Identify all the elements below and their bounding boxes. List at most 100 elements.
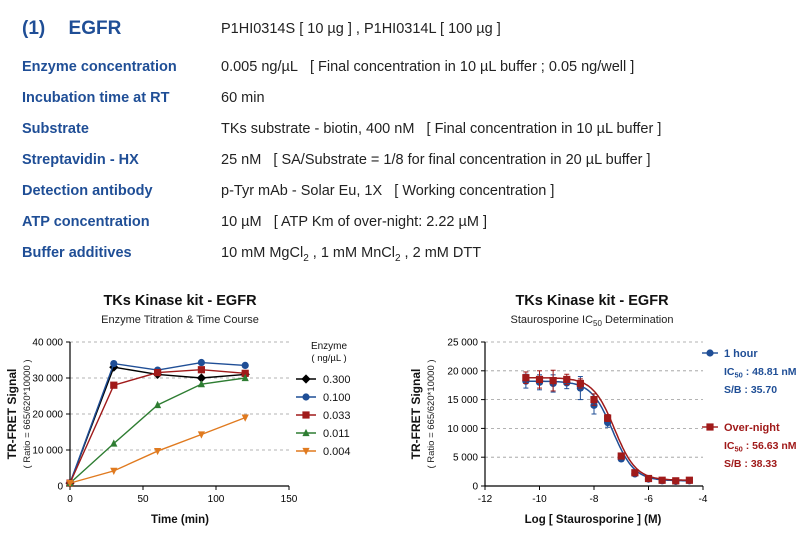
- legend-title: Enzyme: [311, 341, 348, 352]
- subscript-2: 2: [394, 252, 401, 264]
- data-point-0.100: [197, 358, 205, 367]
- data-point-Over-night: [631, 469, 639, 477]
- row-label-substrate: Substrate: [22, 121, 89, 137]
- data-point-0.011: [110, 439, 118, 447]
- legend-label: 0.033: [323, 410, 351, 422]
- data-point-Over-night: [535, 375, 544, 384]
- y-axis-sublabel: ( Ratio = 665/620*10000 ): [426, 359, 437, 468]
- fit-curve-Over-night: [525, 376, 688, 481]
- value-note: [ ATP Km of over-night: 2.22 µM ]: [273, 214, 488, 230]
- row-value-incubation-time: 60 min: [221, 90, 265, 106]
- x-tick-label: 100: [208, 494, 225, 505]
- value-main: 10 µM: [221, 214, 262, 230]
- row-label-detection-antibody: Detection antibody: [22, 183, 153, 199]
- y-tick-label: 30 000: [32, 374, 63, 385]
- data-point-Over-night: [685, 476, 693, 484]
- legend-label: 0.100: [323, 392, 351, 404]
- x-axis-label: Time (min): [151, 514, 209, 526]
- additive-mncl: , 1 mM MnCl: [308, 245, 395, 261]
- legend-label: 0.004: [323, 446, 351, 458]
- row-value-atp-concentration: 10 µM [ ATP Km of over-night: 2.22 µM ]: [221, 214, 487, 230]
- y-tick-label: 20 000: [32, 410, 63, 421]
- legend-marker: [706, 349, 714, 357]
- legend-marker: [301, 374, 311, 384]
- ic50-label: IC50 : 48.81 nM: [724, 366, 797, 380]
- row-label-enzyme-concentration: Enzyme concentration: [22, 59, 177, 75]
- sb-label: S/B : 35.70: [724, 384, 777, 396]
- row-value-substrate: TKs substrate - biotin, 400 nM [ Final c…: [221, 121, 661, 137]
- y-tick-label: 0: [57, 482, 63, 493]
- y-tick-label: 25 000: [447, 338, 478, 349]
- data-point-0.033: [154, 369, 162, 377]
- row-value-detection-antibody: p-Tyr mAb - Solar Eu, 1X [ Working conce…: [221, 183, 554, 199]
- series-line-0.011: [69, 377, 246, 484]
- data-point-0.004: [197, 431, 205, 439]
- value-main: TKs substrate - biotin, 400 nM: [221, 121, 415, 137]
- value-main: 25 nM: [221, 152, 262, 168]
- data-point-Over-night: [658, 476, 666, 484]
- x-tick-label: 150: [281, 494, 298, 505]
- legend-label: Over-night: [724, 422, 780, 434]
- data-point-Over-night: [522, 374, 530, 382]
- data-point-0.100: [241, 361, 249, 369]
- sb-label: S/B : 38.33: [724, 458, 777, 470]
- legend-label: 0.300: [323, 374, 351, 386]
- data-point-0.011: [197, 380, 205, 388]
- data-point-Over-night: [604, 414, 612, 422]
- value-main: p-Tyr mAb - Solar Eu, 1X: [221, 183, 383, 199]
- legend-marker: [302, 447, 310, 456]
- y-tick-label: 15 000: [447, 395, 478, 406]
- legend-label: 1 hour: [724, 348, 758, 360]
- row-label-buffer-additives: Buffer additives: [22, 245, 132, 261]
- data-point-0.004: [154, 447, 162, 456]
- row-label-streptavidin: Streptavidin - HX: [22, 152, 139, 168]
- chart-title: TKs Kinase kit - EGFR: [103, 293, 257, 309]
- y-tick-label: 20 000: [447, 366, 478, 377]
- data-point-0.033: [241, 369, 249, 377]
- x-axis-label: Log [ Staurosporine ] (M): [525, 514, 662, 526]
- data-point-Over-night: [672, 477, 680, 485]
- series-line-0.033: [69, 369, 246, 484]
- data-point-0.300: [196, 373, 206, 383]
- data-point-Over-night: [644, 474, 653, 483]
- row-value-streptavidin: 25 nM [ SA/Substrate = 1/8 for final con…: [221, 152, 651, 168]
- data-point-0.004: [66, 480, 74, 488]
- data-point-0.011: [241, 373, 249, 382]
- ic50-label: IC50 : 56.63 nM: [724, 440, 797, 454]
- section-heading: (1) EGFR: [22, 18, 121, 40]
- legend-marker: [706, 423, 714, 431]
- x-tick-label: 0: [67, 494, 73, 505]
- additive-dtt: , 2 mM DTT: [400, 245, 482, 261]
- legend-unit: ( ng/µL ): [311, 353, 346, 364]
- x-tick-label: -6: [644, 494, 653, 505]
- y-tick-label: 10 000: [447, 424, 478, 435]
- value-note: [ Final concentration in 10 µL buffer ]: [426, 121, 662, 137]
- row-value-buffer-additives: 10 mM MgCl2 , 1 mM MnCl2 , 2 mM DTT: [221, 245, 481, 264]
- row-value-enzyme-concentration: 0.005 ng/µL [ Final concentration in 10 …: [221, 59, 634, 75]
- data-point-Over-night: [563, 375, 571, 384]
- y-axis-label: TR-FRET Signal: [409, 369, 423, 460]
- legend-marker: [302, 411, 310, 419]
- section-name: EGFR: [68, 18, 122, 39]
- legend-label: 0.011: [323, 428, 350, 440]
- value-main: 0.005 ng/µL: [221, 59, 298, 75]
- value-note: [ SA/Substrate = 1/8 for final concentra…: [273, 152, 651, 168]
- data-point-0.004: [241, 414, 249, 422]
- chart-subtitle: Staurosporine IC50 Determination: [511, 314, 674, 328]
- value-note: [ Working concentration ]: [394, 183, 555, 199]
- fit-curve-1 hour: [525, 380, 688, 482]
- data-point-Over-night: [576, 379, 584, 388]
- y-axis-label: TR-FRET Signal: [5, 369, 19, 460]
- data-point-0.033: [197, 366, 205, 374]
- data-point-0.004: [110, 467, 118, 475]
- y-tick-label: 40 000: [32, 338, 63, 349]
- section-number: (1): [22, 18, 46, 39]
- x-tick-label: 50: [137, 494, 149, 505]
- enzyme-titration-chart: TKs Kinase kit - EGFR Enzyme Titration & …: [5, 293, 351, 526]
- x-tick-label: -10: [532, 494, 547, 505]
- x-tick-label: -4: [699, 494, 708, 505]
- data-point-Over-night: [590, 396, 598, 404]
- x-tick-label: -12: [478, 494, 493, 505]
- additive-mgcl: 10 mM MgCl: [221, 245, 304, 261]
- row-label-incubation-time: Incubation time at RT: [22, 90, 170, 106]
